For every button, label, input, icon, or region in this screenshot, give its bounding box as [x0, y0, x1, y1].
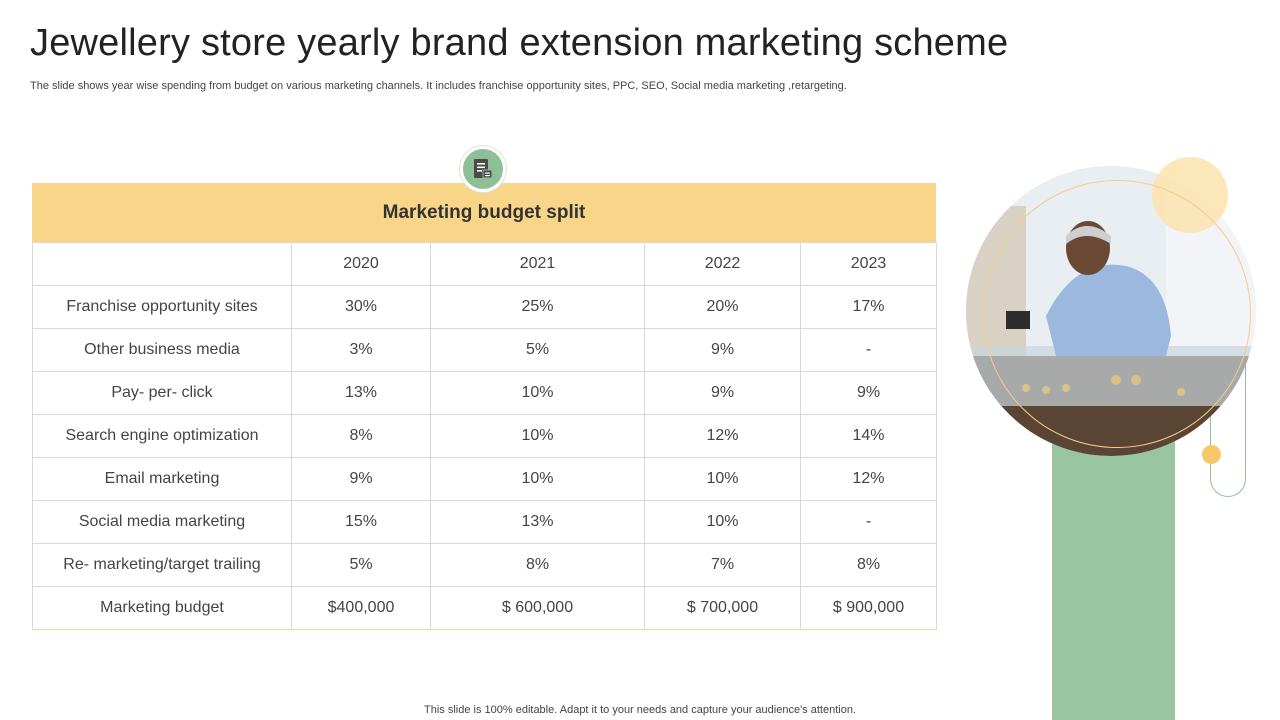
table-cell: $ 900,000 — [800, 586, 937, 630]
table-cell: $ 600,000 — [430, 586, 645, 630]
table-cell: 10% — [430, 371, 645, 415]
table-cell: 10% — [430, 414, 645, 458]
budget-table: Marketing budget split 2020 2021 2022 20… — [32, 183, 937, 630]
table-cell: 20% — [644, 285, 801, 329]
document-list-icon — [460, 146, 506, 192]
table-row: Email marketing 9% 10% 10% 12% — [32, 457, 937, 501]
table-row: Search engine optimization 8% 10% 12% 14% — [32, 414, 937, 458]
table-cell: 30% — [291, 285, 431, 329]
table-cell: 14% — [800, 414, 937, 458]
table-cell: $400,000 — [291, 586, 431, 630]
table-row: Pay- per- click 13% 10% 9% 9% — [32, 371, 937, 415]
decorative-dot — [1202, 445, 1221, 464]
column-header-empty — [32, 242, 292, 286]
table-cell: 13% — [430, 500, 645, 544]
table-row: Social media marketing 15% 13% 10% - — [32, 500, 937, 544]
table-column-headers: 2020 2021 2022 2023 — [32, 242, 937, 286]
column-header-2020: 2020 — [291, 242, 431, 286]
table-cell: 10% — [644, 500, 801, 544]
table-cell: 13% — [291, 371, 431, 415]
table-cell: 12% — [644, 414, 801, 458]
table-cell: 12% — [800, 457, 937, 501]
row-label: Marketing budget — [32, 586, 292, 630]
table-cell: 5% — [291, 543, 431, 587]
table-cell: 3% — [291, 328, 431, 372]
table-body: 2020 2021 2022 2023 Franchise opportunit… — [32, 242, 937, 630]
column-header-2022: 2022 — [644, 242, 801, 286]
table-header: Marketing budget split — [32, 183, 936, 242]
table-cell: 9% — [800, 371, 937, 415]
table-cell: 10% — [644, 457, 801, 501]
decorative-hook-line — [1210, 360, 1246, 497]
row-label: Email marketing — [32, 457, 292, 501]
table-cell: 8% — [800, 543, 937, 587]
table-cell: 9% — [644, 328, 801, 372]
table-row: Franchise opportunity sites 30% 25% 20% 17% — [32, 285, 937, 329]
row-label: Re- marketing/target trailing — [32, 543, 292, 587]
table-row: Marketing budget $400,000 $ 600,000 $ 700,0… — [32, 586, 937, 630]
slide-footer: This slide is 100% editable. Adapt it to… — [424, 704, 856, 716]
green-accent-bar — [1052, 430, 1175, 720]
table-cell: 15% — [291, 500, 431, 544]
row-label: Search engine optimization — [32, 414, 292, 458]
table-cell: 10% — [430, 457, 645, 501]
table-cell: - — [800, 500, 937, 544]
table-cell: 17% — [800, 285, 937, 329]
slide-subtitle: The slide shows year wise spending from … — [30, 80, 847, 92]
table-row: Re- marketing/target trailing 5% 8% 7% 8% — [32, 543, 937, 587]
budget-grid: 2020 2021 2022 2023 Franchise opportunit… — [32, 242, 937, 630]
row-label: Other business media — [32, 328, 292, 372]
table-cell: 8% — [291, 414, 431, 458]
decorative-ring — [983, 180, 1251, 448]
table-cell: - — [800, 328, 937, 372]
table-row: Other business media 3% 5% 9% - — [32, 328, 937, 372]
table-cell: 9% — [644, 371, 801, 415]
slide-title: Jewellery store yearly brand extension m… — [30, 22, 1009, 64]
row-label: Pay- per- click — [32, 371, 292, 415]
row-label: Franchise opportunity sites — [32, 285, 292, 329]
row-label: Social media marketing — [32, 500, 292, 544]
column-header-2021: 2021 — [430, 242, 645, 286]
table-cell: 8% — [430, 543, 645, 587]
table-cell: 25% — [430, 285, 645, 329]
table-cell: 5% — [430, 328, 645, 372]
table-cell: $ 700,000 — [644, 586, 801, 630]
table-cell: 9% — [291, 457, 431, 501]
column-header-2023: 2023 — [800, 242, 937, 286]
table-cell: 7% — [644, 543, 801, 587]
